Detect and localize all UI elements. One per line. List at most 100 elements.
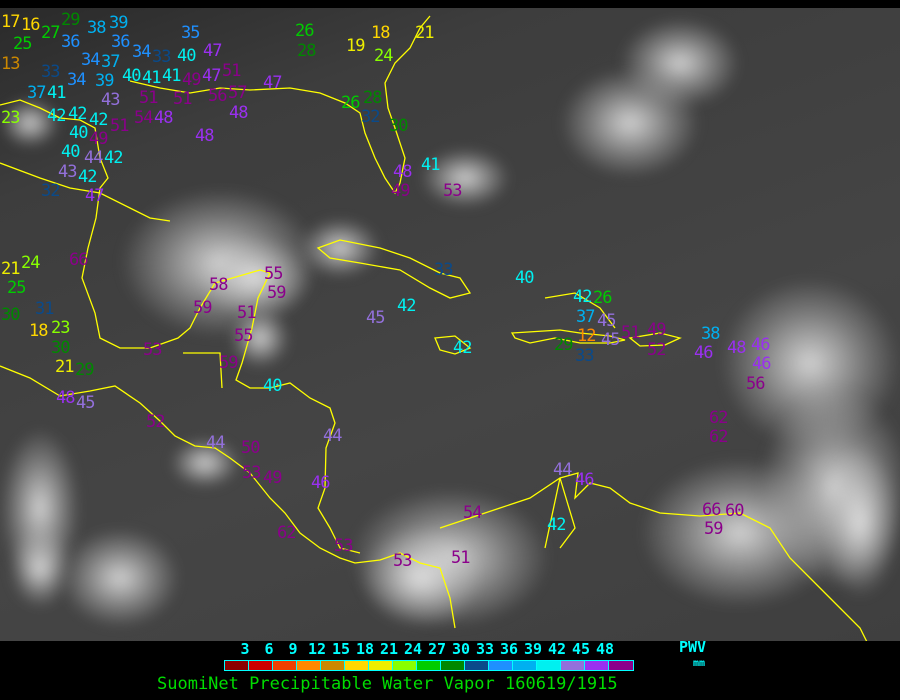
cloud xyxy=(230,308,290,368)
station-pwv-value: 33 xyxy=(41,62,61,82)
station-pwv-value: 36 xyxy=(61,32,81,52)
station-pwv-value: 66 xyxy=(702,500,722,520)
legend-tick: 3 xyxy=(240,640,250,658)
station-pwv-value: 48 xyxy=(195,126,215,146)
station-pwv-value: 33 xyxy=(152,47,172,67)
coastline xyxy=(544,477,576,549)
station-pwv-value: 36 xyxy=(111,32,131,52)
station-pwv-value: 37 xyxy=(101,52,121,72)
station-pwv-value: 33 xyxy=(575,346,595,366)
station-pwv-value: 31 xyxy=(35,299,55,319)
legend-tick: 12 xyxy=(307,640,327,658)
station-pwv-value: 58 xyxy=(209,275,229,295)
station-pwv-value: 51 xyxy=(173,89,193,109)
station-pwv-value: 40 xyxy=(61,142,81,162)
station-pwv-value: 56 xyxy=(208,86,228,106)
station-pwv-value: 26 xyxy=(593,288,613,308)
station-pwv-value: 25 xyxy=(13,34,33,54)
station-pwv-value: 42 xyxy=(68,104,88,124)
station-pwv-value: 17 xyxy=(1,12,21,32)
legend-swatch xyxy=(369,661,393,670)
station-pwv-value: 27 xyxy=(41,23,61,43)
station-pwv-value: 33 xyxy=(434,260,454,280)
station-pwv-value: 60 xyxy=(725,501,745,521)
station-pwv-value: 47 xyxy=(202,66,222,86)
legend-swatch xyxy=(393,661,417,670)
coastline xyxy=(316,239,472,299)
legend-tick: 6 xyxy=(264,640,274,658)
station-pwv-value: 26 xyxy=(295,21,315,41)
station-pwv-value: 21 xyxy=(415,23,435,43)
station-pwv-value: 59 xyxy=(193,298,213,318)
legend-swatch xyxy=(273,661,297,670)
coastline xyxy=(0,365,456,629)
satellite-image: 17 16 29 25 36 13 27 34 33 34 37 41 37 40 39 43 23 42 42 42… xyxy=(0,8,900,641)
cloud xyxy=(560,68,700,178)
legend-swatch xyxy=(513,661,537,670)
color-scale-bar xyxy=(224,660,634,671)
station-pwv-value: 34 xyxy=(132,42,152,62)
station-pwv-value: 53 xyxy=(143,340,163,360)
cloud xyxy=(420,148,510,208)
station-pwv-value: 62 xyxy=(709,427,729,447)
legend-swatch xyxy=(537,661,561,670)
station-pwv-value: 51 xyxy=(222,61,242,81)
station-pwv-value: 46 xyxy=(752,354,772,374)
station-pwv-value: 41 xyxy=(162,66,182,86)
legend-tick: 15 xyxy=(331,640,351,658)
station-pwv-value: 38 xyxy=(87,18,107,38)
station-pwv-value: 53 xyxy=(242,463,262,483)
station-pwv-value: 23 xyxy=(1,108,21,128)
station-pwv-value: 21 xyxy=(1,259,21,279)
cloud xyxy=(200,238,310,318)
coastline xyxy=(0,162,171,222)
station-pwv-value: 49 xyxy=(182,70,202,90)
legend-tick: 21 xyxy=(379,640,399,658)
coastline xyxy=(129,15,431,195)
legend-tick: 27 xyxy=(427,640,447,658)
station-pwv-value: 51 xyxy=(110,116,130,136)
station-pwv-value: 62 xyxy=(277,523,297,543)
legend-swatch xyxy=(441,661,465,670)
legend-tick-labels: 3 6 9 12 15 18 21 24 27 30 33 36 39 42 45 48 xyxy=(0,641,900,657)
legend-swatch xyxy=(249,661,273,670)
cloud xyxy=(170,438,240,488)
station-pwv-value: 19 xyxy=(346,36,366,56)
station-pwv-value: 44 xyxy=(84,148,104,168)
station-pwv-value: 30 xyxy=(389,116,409,136)
station-pwv-value: 42 xyxy=(78,167,98,187)
coastline xyxy=(183,352,223,389)
station-pwv-value: 42 xyxy=(89,110,109,130)
station-pwv-value: 48 xyxy=(393,162,413,182)
station-pwv-value: 52 xyxy=(647,340,667,360)
station-pwv-value: 24 xyxy=(374,46,394,66)
station-pwv-value: 21 xyxy=(55,357,75,377)
legend-swatch xyxy=(417,661,441,670)
station-pwv-value: 26 xyxy=(341,93,361,113)
station-pwv-value: 66 xyxy=(69,250,89,270)
station-pwv-value: 35 xyxy=(181,23,201,43)
station-pwv-value: 18 xyxy=(371,23,391,43)
station-pwv-value: 48 xyxy=(229,103,249,123)
station-pwv-value: 42 xyxy=(547,515,567,535)
station-pwv-value: 49 xyxy=(263,468,283,488)
station-pwv-value: 44 xyxy=(323,426,343,446)
legend-tick: 33 xyxy=(475,640,495,658)
station-pwv-value: 34 xyxy=(81,50,101,70)
station-pwv-value: 45 xyxy=(601,330,621,350)
station-pwv-value: 32 xyxy=(41,181,61,201)
station-pwv-value: 51 xyxy=(139,88,159,108)
station-pwv-value: 46 xyxy=(694,343,714,363)
station-pwv-value: 52 xyxy=(146,412,166,432)
legend-tick: 18 xyxy=(355,640,375,658)
station-pwv-value: 48 xyxy=(56,388,76,408)
cloud xyxy=(0,98,60,148)
station-pwv-value: 46 xyxy=(311,473,331,493)
station-pwv-value: 40 xyxy=(69,123,89,143)
station-pwv-value: 42 xyxy=(104,148,124,168)
station-pwv-value: 54 xyxy=(134,108,154,128)
station-pwv-value: 43 xyxy=(58,162,78,182)
legend-swatch xyxy=(297,661,321,670)
station-pwv-value: 30 xyxy=(51,338,71,358)
